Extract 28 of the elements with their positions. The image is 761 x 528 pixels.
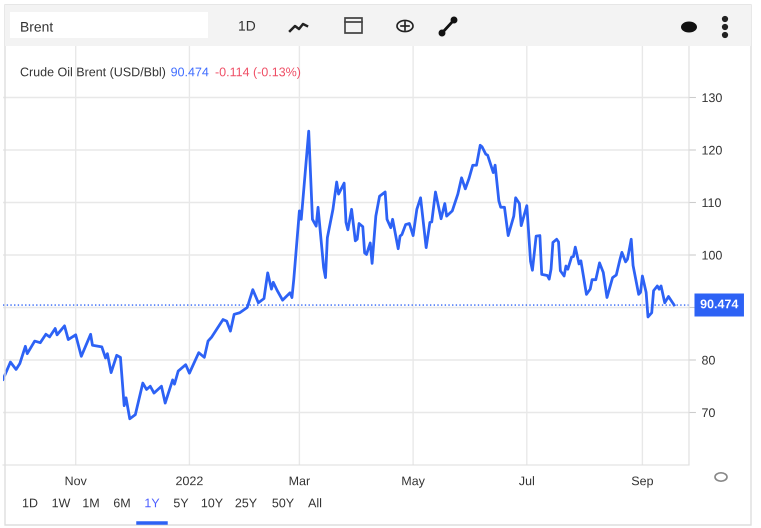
x-tick-label: 2022 [176,476,203,486]
text: 5Y [174,498,188,508]
y-tick-label: 130 [702,93,722,102]
ref-line-label: 90.474 [700,300,738,308]
text: Brent [21,22,54,32]
x-tick-label: Jul [519,476,534,486]
x-tick-label: May [402,476,425,488]
x-tick-label: Nov [66,476,87,486]
text: All [308,498,322,508]
x-tick-label: Sep [632,476,653,488]
text: 1M [83,498,99,508]
y-tick-label: 120 [702,146,722,155]
text: 50Y [272,498,294,508]
annotation: -0.114 (-0.13%) [216,67,300,79]
text: 1Y [145,498,160,508]
text: 1D [22,498,38,508]
y-tick-label: 70 [702,408,715,418]
text: 1W [52,498,70,508]
y-tick-label: 100 [702,250,722,260]
text: 25Y [236,498,257,508]
annotation: 90.474 [171,68,208,76]
text: 1D [239,21,256,31]
y-tick-label: 110 [702,198,721,208]
y-tick-label: 80 [702,356,715,365]
x-tick-label: Mar [290,476,310,486]
text: Crude Oil Brent (USD/Bbl) [20,67,166,79]
text: 10Y [202,498,223,508]
text: 6M [114,498,130,508]
